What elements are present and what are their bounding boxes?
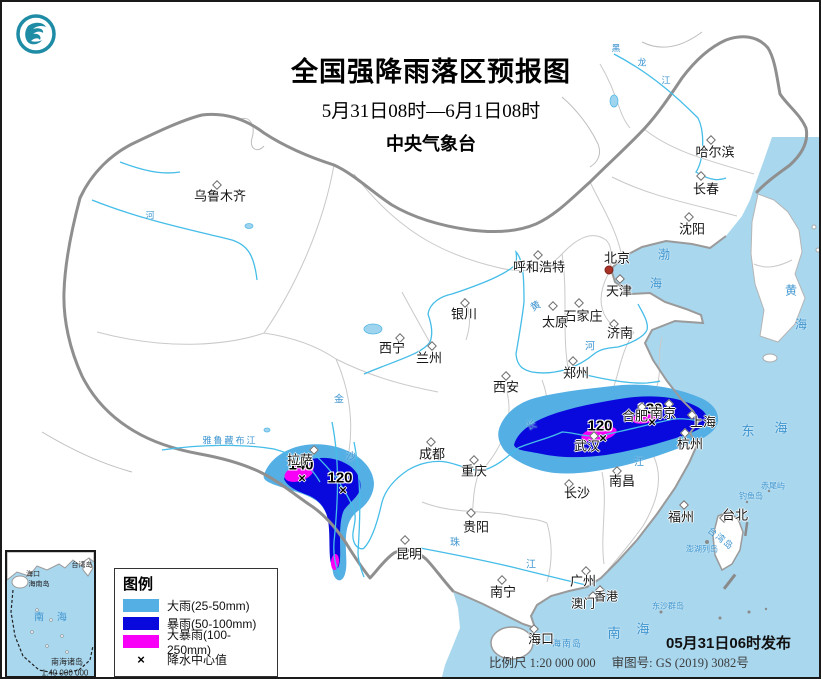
precip-center-label: 降水中心值 <box>167 652 228 667</box>
legend-rows: 大雨(25-50mm) 暴雨(50-100mm) 大暴雨(100-250mm) <box>123 598 269 657</box>
rainfall-zones <box>263 384 719 581</box>
severe-rainstorm-hefei <box>632 410 660 424</box>
inset-taiwan <box>82 557 94 577</box>
legend-color-swatch <box>123 616 159 630</box>
inset-map-canvas <box>7 552 94 675</box>
agency-name: 中央气象台 <box>386 134 476 154</box>
legend-row-label: 大暴雨(100-250mm) <box>167 627 232 657</box>
legend-color-swatch <box>123 634 159 648</box>
legend-row: 大暴雨(100-250mm) <box>123 628 269 657</box>
legend-row-center-value: × 降水中心值 <box>123 651 269 667</box>
page-subtitle: 5月31日08时—6月1日08时 <box>321 101 541 122</box>
map-scale: 比例尺 1:20 000 000 <box>489 656 596 670</box>
korea-landmass <box>750 193 806 343</box>
legend-row: 暴雨(50-100mm) <box>123 616 269 631</box>
hainan-island <box>490 626 534 660</box>
legend: 图例 大雨(25-50mm) 暴雨(50-100mm) 大暴雨(100-250m… <box>114 568 278 677</box>
legend-row-label: 暴雨(50-100mm) <box>167 616 257 631</box>
rivers <box>91 53 727 586</box>
severe-rainstorm-tibet <box>284 464 314 482</box>
inset-nine-dash-line <box>10 589 94 675</box>
inset-label: 海口 <box>26 571 40 578</box>
legend-title: 图例 <box>123 576 154 593</box>
publish-time: 05月31日06时发布 <box>666 635 792 652</box>
inset-label: 南 海 <box>34 612 72 624</box>
island-dot <box>811 224 817 230</box>
inset-label: 南海诸岛 <box>51 657 83 667</box>
small-islands <box>659 489 771 620</box>
jeju-island <box>762 353 778 363</box>
inset-islands <box>30 608 69 654</box>
legend-row-label: 大雨(25-50mm) <box>167 598 250 613</box>
legend-row: 大雨(25-50mm) <box>123 598 269 613</box>
page-title: 全国强降雨落区预报图 <box>291 57 571 87</box>
neighbor-borders <box>41 31 703 473</box>
inset-label: 台湾岛 <box>71 562 93 569</box>
inset-mainland <box>7 552 94 581</box>
island-dot <box>815 247 819 253</box>
south-china-sea-inset-map: 海口 海南岛 台湾岛 南 海 南海诸岛 1:40 000 000 <box>5 550 96 678</box>
title-block: 全国强降雨落区预报图 5月31日08时—6月1日08时 中央气象台 <box>285 50 577 156</box>
taiwan-island <box>712 511 744 572</box>
map-approval-number: 审图号: GS (2019) 3082号 <box>611 656 749 670</box>
national-border <box>62 35 809 593</box>
lakes <box>244 94 619 433</box>
inset-label: 1:40 000 000 <box>41 668 89 678</box>
precip-center-cross-icon: × <box>137 651 145 667</box>
cma-logo <box>16 14 56 59</box>
korea-dmz-line <box>753 259 793 268</box>
inset-hainan <box>11 575 29 589</box>
map-meta-row: 比例尺 1:20 000 000 审图号: GS (2019) 3082号 <box>489 652 749 671</box>
inset-label: 海南岛 <box>28 581 50 588</box>
legend-color-swatch <box>123 598 159 612</box>
